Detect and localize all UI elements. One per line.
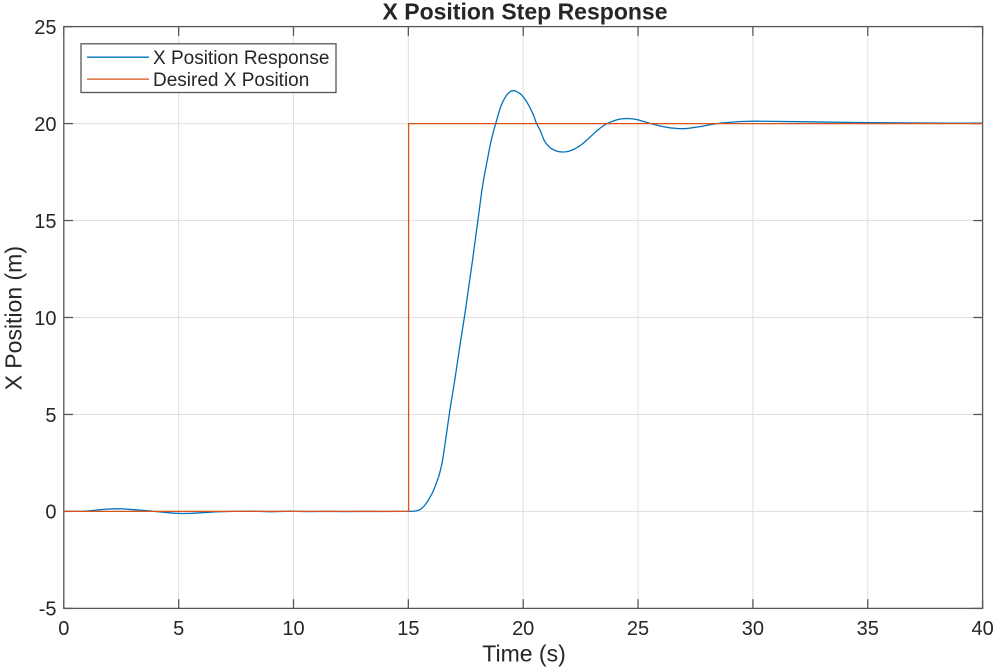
- svg-text:30: 30: [742, 618, 764, 640]
- svg-text:0: 0: [45, 502, 56, 524]
- svg-text:X Position Response: X Position Response: [153, 48, 329, 69]
- svg-text:25: 25: [34, 17, 56, 39]
- svg-text:Desired X Position: Desired X Position: [153, 70, 309, 91]
- svg-text:15: 15: [34, 211, 56, 233]
- svg-text:10: 10: [282, 618, 304, 640]
- svg-text:35: 35: [857, 618, 879, 640]
- svg-text:40: 40: [971, 618, 993, 640]
- svg-text:X Position (m): X Position (m): [1, 246, 27, 390]
- svg-text:0: 0: [58, 618, 69, 640]
- svg-text:25: 25: [627, 618, 649, 640]
- svg-text:5: 5: [173, 618, 184, 640]
- svg-text:5: 5: [45, 405, 56, 427]
- svg-text:Time (s): Time (s): [482, 640, 565, 666]
- svg-text:X Position Step Response: X Position Step Response: [383, 0, 668, 25]
- svg-text:15: 15: [397, 618, 419, 640]
- svg-text:-5: -5: [39, 599, 57, 621]
- svg-text:10: 10: [34, 308, 56, 330]
- svg-text:20: 20: [34, 114, 56, 136]
- svg-text:20: 20: [512, 618, 534, 640]
